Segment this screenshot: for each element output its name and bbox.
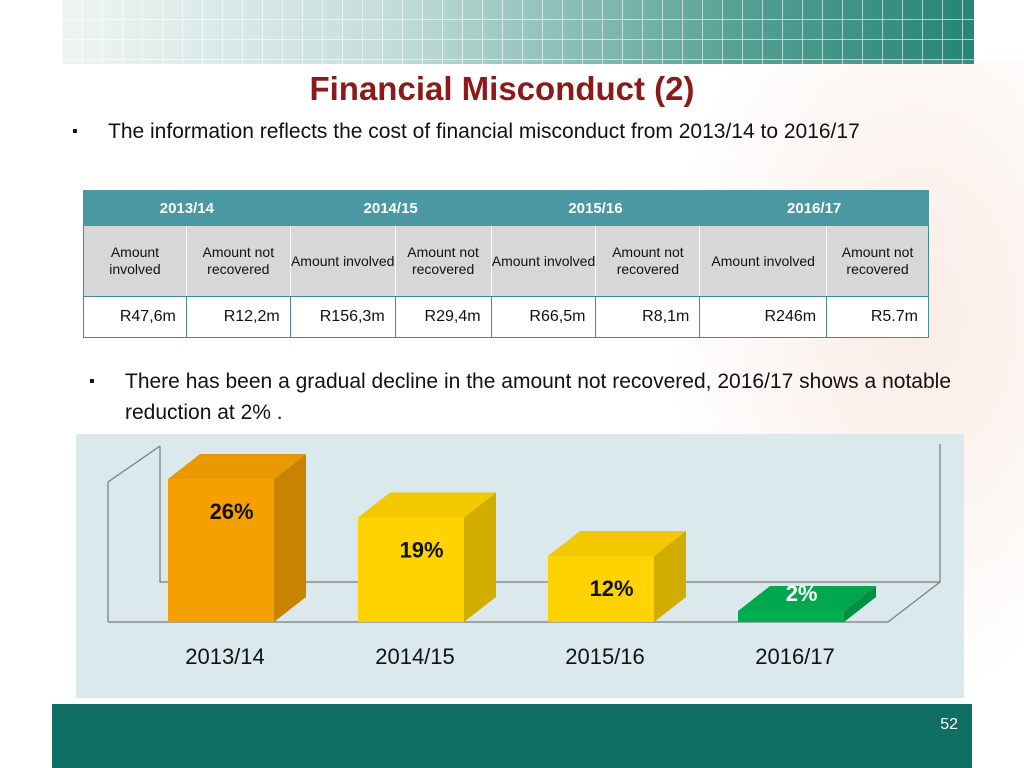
table-cell: R8,1m [595, 296, 701, 338]
table-cell: R5.7m [826, 296, 929, 338]
table-cell: R246m [699, 296, 828, 338]
x-tick-label: 2015/16 [565, 644, 645, 669]
data-label: 12% [590, 576, 634, 601]
bar [358, 517, 464, 622]
bar-top [358, 492, 496, 518]
slide-title: Financial Misconduct (2) [309, 70, 695, 107]
year-header: 2013/14 [83, 190, 291, 226]
bar [738, 611, 844, 622]
table-header-row: 2013/14 2014/15 2015/16 2016/17 [83, 190, 929, 226]
table-cell: R47,6m [83, 296, 187, 338]
bullet-decline-info: ▪ There has been a gradual decline in th… [89, 366, 951, 428]
bullet-marker-icon: ▪ [72, 123, 78, 140]
table-cell: R156,3m [289, 296, 396, 338]
chart-panel: 26% 2013/14 19% 2014/15 12% 2015/16 2% 2016/17 [76, 434, 964, 698]
column-header: Amount involved [490, 225, 597, 297]
bullet-text: The information reflects the cost of fin… [108, 120, 860, 143]
bar-top [738, 586, 876, 611]
year-header: 2014/15 [289, 190, 492, 226]
bar-top [548, 531, 686, 556]
data-label: 19% [400, 538, 444, 563]
table-cell: R12,2m [185, 296, 291, 338]
column-header: Amount involved [699, 225, 828, 297]
table-row: R47,6m R12,2m R156,3m R29,4m R66,5m R8,1… [83, 296, 929, 338]
header-decoration [62, 0, 974, 64]
bar-side [274, 454, 306, 622]
data-label: 2% [786, 581, 818, 606]
bar [168, 479, 274, 622]
footer-bar: 52 [52, 704, 972, 768]
column-header: Amount not recovered [595, 225, 701, 297]
column-header: Amount not recovered [394, 225, 492, 297]
year-header: 2016/17 [699, 190, 929, 226]
x-tick-label: 2013/14 [185, 644, 265, 669]
year-header: 2015/16 [490, 190, 701, 226]
data-label: 26% [210, 499, 254, 524]
page-number: 52 [940, 716, 958, 733]
column-header: Amount involved [289, 225, 396, 297]
column-header: Amount not recovered [826, 225, 929, 297]
column-header: Amount not recovered [185, 225, 291, 297]
bar-chart: 26% 2013/14 19% 2014/15 12% 2015/16 2% 2016/17 [107, 444, 941, 669]
bar-top [168, 454, 306, 479]
bullet-cost-info: ▪ The information reflects the cost of f… [72, 116, 942, 147]
bar-side [844, 586, 876, 622]
misconduct-table: 2013/14 2014/15 2015/16 2016/17 Amount i… [83, 190, 929, 338]
bar-side [464, 492, 496, 622]
chart-side-wall [107, 445, 161, 483]
bar [548, 556, 654, 622]
table-cell: R66,5m [490, 296, 597, 338]
x-tick-label: 2014/15 [375, 644, 455, 669]
bar-side [654, 531, 686, 622]
bullet-text: There has been a gradual decline in the … [125, 370, 951, 424]
x-tick-label: 2016/17 [755, 644, 835, 669]
table-subheader-row: Amount involved Amount not recovered Amo… [83, 225, 929, 297]
bullet-marker-icon: ▪ [89, 373, 95, 390]
table-cell: R29,4m [394, 296, 492, 338]
column-header: Amount involved [83, 225, 187, 297]
